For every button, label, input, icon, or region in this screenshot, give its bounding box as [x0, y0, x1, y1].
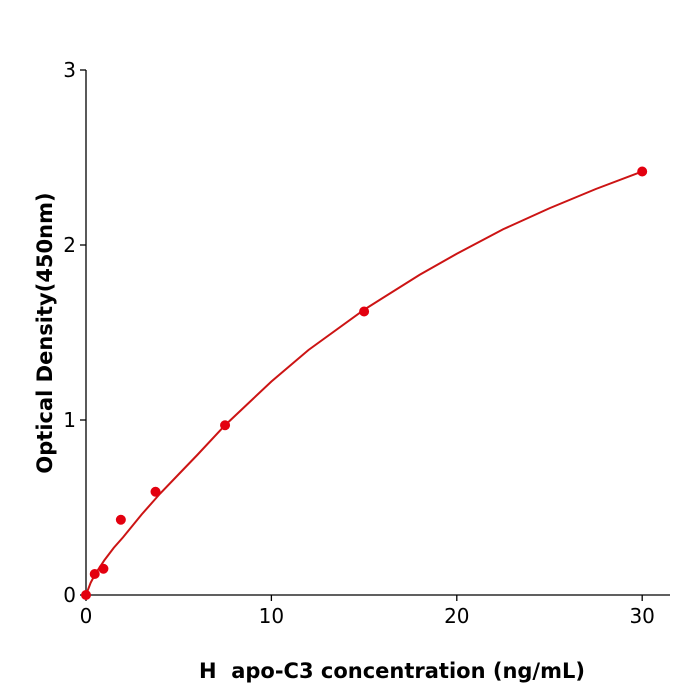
data-point [150, 486, 161, 497]
data-point [220, 420, 231, 431]
x-axis-label: H apo-C3 concentration (ng/mL) [199, 659, 585, 683]
x-tick-label: 0 [80, 604, 93, 628]
data-point [115, 514, 126, 525]
data-point [89, 569, 100, 579]
y-axis-label: Optical Density(450nm) [33, 192, 57, 473]
y-tick-label: 1 [63, 408, 76, 432]
x-tick-label: 10 [259, 604, 284, 628]
x-tick-label: 20 [444, 604, 469, 628]
y-tick-label: 0 [63, 583, 76, 607]
x-tick-label: 30 [629, 604, 654, 628]
fit-curve [85, 170, 643, 596]
data-point [637, 166, 648, 177]
data-point [359, 306, 370, 317]
data-point [98, 563, 109, 574]
y-tick-label: 3 [63, 58, 76, 82]
y-tick-label: 2 [63, 233, 76, 257]
data-point [81, 590, 91, 600]
